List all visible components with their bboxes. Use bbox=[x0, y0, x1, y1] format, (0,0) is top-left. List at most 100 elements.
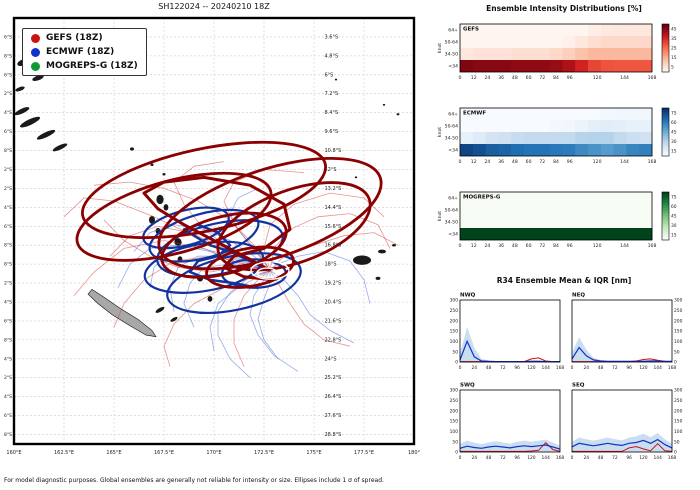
heatmap-cell bbox=[524, 108, 538, 120]
heatmap-cell bbox=[472, 36, 486, 48]
colorbar-tick: 5 bbox=[671, 65, 674, 71]
heatmap-cell bbox=[472, 132, 486, 144]
heatmap-cell bbox=[549, 228, 563, 240]
colorbar-segment bbox=[662, 220, 669, 223]
lat-tick-label: 14.4°S bbox=[4, 205, 12, 211]
heatmap-cell bbox=[498, 108, 512, 120]
heatmap-cell bbox=[639, 120, 653, 132]
island bbox=[354, 176, 358, 179]
intensity-title: Ensemble Intensity Distributions [%] bbox=[486, 4, 642, 13]
colorbar-tick: 45 bbox=[671, 26, 677, 32]
heatmap-cell bbox=[511, 144, 525, 156]
heatmap-panel-name: GEFS bbox=[463, 27, 479, 33]
heatmap-x-tick: 96 bbox=[567, 159, 573, 165]
island bbox=[14, 107, 30, 116]
r34-panel-nwq: NWQ 0 50 100 150 200 250 300 0 24 48 72 96 120 144 168 bbox=[450, 293, 565, 372]
heatmap-cell bbox=[588, 228, 602, 240]
colorbar-segment bbox=[662, 44, 669, 47]
colorbar-segment bbox=[662, 68, 669, 71]
colorbar-segment bbox=[662, 24, 669, 27]
heatmap-cell bbox=[562, 48, 576, 60]
lat-tick-label: 4.8°S bbox=[4, 53, 12, 59]
lon-tick-label: 170°E bbox=[206, 450, 221, 456]
heatmap-cell bbox=[549, 192, 563, 204]
heatmap-cell bbox=[511, 36, 525, 48]
legend-marker-icon bbox=[31, 61, 40, 71]
heatmap-cell bbox=[626, 228, 640, 240]
colorbar-segment bbox=[662, 34, 669, 37]
heatmap-x-tick: 168 bbox=[648, 75, 657, 81]
heatmap-cell bbox=[524, 228, 538, 240]
r34-panel-title: NWQ bbox=[460, 293, 476, 299]
heatmap-x-tick: 168 bbox=[648, 243, 657, 249]
heatmap-cell bbox=[613, 24, 627, 36]
lat-tick-label: 25.2°S bbox=[4, 375, 12, 381]
r34-x-tick: 24 bbox=[583, 455, 589, 461]
heatmap-cell bbox=[562, 192, 576, 204]
colorbar-segment bbox=[662, 140, 669, 143]
heatmap-cell bbox=[536, 36, 550, 48]
colorbar-segment bbox=[662, 222, 669, 225]
heatmap-cell bbox=[549, 132, 563, 144]
heatmap-cell bbox=[498, 120, 512, 132]
r34-x-tick: 0 bbox=[571, 455, 574, 461]
map-border bbox=[12, 16, 416, 446]
heatmap-cell bbox=[536, 48, 550, 60]
heatmap-cell bbox=[511, 216, 525, 228]
colorbar-segment bbox=[662, 56, 669, 59]
heatmap-x-tick: 72 bbox=[539, 159, 545, 165]
colorbar-segment bbox=[662, 218, 669, 221]
colorbar-tick: 75 bbox=[671, 110, 677, 116]
disclaimer-text: For model diagnostic purposes. Global en… bbox=[4, 477, 384, 484]
colorbar-border bbox=[661, 23, 670, 73]
heatmap-x-tick: 60 bbox=[526, 243, 532, 249]
r34-y-tick: 0 bbox=[674, 450, 677, 456]
heatmap-cell bbox=[524, 60, 538, 72]
heatmap-x-tick: 48 bbox=[512, 243, 518, 249]
lon-tick-label: 180° bbox=[408, 450, 421, 456]
colorbar-segment bbox=[662, 226, 669, 229]
colorbar-segment bbox=[662, 238, 669, 241]
colorbar-tick: 15 bbox=[671, 233, 677, 239]
colorbar-segment bbox=[662, 46, 669, 49]
heatmap-cell bbox=[613, 216, 627, 228]
heatmap-cell bbox=[588, 192, 602, 204]
r34-y-tick: 300 bbox=[674, 388, 683, 394]
island bbox=[36, 129, 56, 140]
r34-y-tick: 250 bbox=[450, 398, 459, 404]
heatmap-cell bbox=[600, 36, 614, 48]
colorbar-segment bbox=[662, 204, 669, 207]
heatmap-cell bbox=[472, 144, 486, 156]
heatmap-cell bbox=[613, 192, 627, 204]
colorbar-segment bbox=[662, 232, 669, 235]
lon-tick-label: 172.5°E bbox=[254, 450, 274, 456]
heatmap-border bbox=[459, 107, 653, 157]
heatmap-x-tick: 120 bbox=[593, 243, 602, 249]
colorbar-segment bbox=[662, 146, 669, 149]
colorbar-segment bbox=[662, 42, 669, 45]
legend-label: GEFS (18Z) bbox=[46, 33, 103, 43]
r34-x-tick: 144 bbox=[654, 455, 663, 461]
colorbar-segment bbox=[662, 116, 669, 119]
heatmap-cell bbox=[613, 36, 627, 48]
lat-tick-label: 3.6°S bbox=[325, 34, 339, 40]
heatmap-cell bbox=[460, 36, 474, 48]
colorbar-border bbox=[661, 107, 670, 157]
colorbar-segment bbox=[662, 132, 669, 135]
r34-x-tick: 144 bbox=[654, 365, 663, 371]
r34-y-tick: 200 bbox=[674, 318, 683, 324]
r34-x-tick: 48 bbox=[486, 365, 492, 371]
heatmap-x-tick: 12 bbox=[471, 243, 477, 249]
heatmap-row-label: 64+ bbox=[448, 112, 458, 118]
heatmap-cell bbox=[626, 36, 640, 48]
track-map: 3.6°S 3.6°S 4.8°S 4.8°S 6°S 6°S 7.2°S 7.2°S 8.4°… bbox=[4, 16, 421, 456]
intensity-heatmap-mogreps: MOGREPS-G 64+ 50-64 34-50 <34 knot 0 12 24 36 48 60… bbox=[437, 191, 677, 249]
heatmap-cell bbox=[485, 144, 499, 156]
lat-tick-label: 15.6°S bbox=[325, 224, 342, 230]
r34-title: R34 Ensemble Mean & IQR [nm] bbox=[496, 276, 632, 285]
r34-panel-neq: NEQ 0 50 100 150 200 250 300 0 24 48 72 96 120 144 168 bbox=[571, 293, 683, 372]
heatmap-cell bbox=[536, 216, 550, 228]
heatmap-row-label: 50-64 bbox=[445, 124, 458, 130]
colorbar-tick: 60 bbox=[671, 204, 677, 210]
lat-tick-label: 6°S bbox=[325, 72, 334, 78]
